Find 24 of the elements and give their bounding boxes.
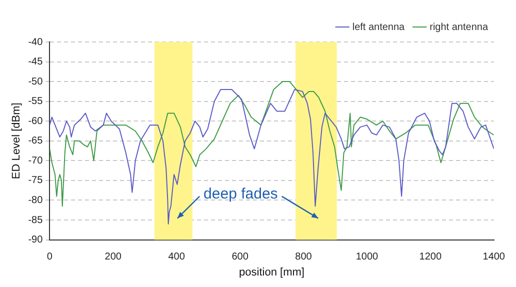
- y-tick-label: -60: [28, 116, 44, 127]
- y-tick-label: -70: [28, 155, 44, 166]
- x-tick-label: 0: [46, 252, 53, 263]
- x-axis-title: position [mm]: [239, 266, 304, 278]
- legend-label: left antenna: [352, 22, 406, 33]
- y-tick-label: -50: [28, 76, 44, 88]
- y-tick-label: -65: [28, 136, 44, 147]
- y-axis-title: ED Level [dBm]: [10, 102, 23, 180]
- x-tick-label: 600: [232, 252, 249, 263]
- y-tick-label: -55: [28, 96, 44, 108]
- x-tick-label: 200: [104, 252, 122, 263]
- y-tick-label: -40: [28, 36, 44, 48]
- y-tick-label: -75: [28, 175, 44, 186]
- x-tick-label: 1400: [482, 252, 506, 263]
- legend-label: right antenna: [430, 22, 488, 33]
- y-tick-label: -80: [28, 194, 44, 206]
- y-tick-label: -45: [28, 56, 44, 68]
- y-tick-label: -85: [28, 214, 44, 226]
- x-tick-label: 1200: [419, 252, 442, 263]
- x-tick-label: 1000: [356, 252, 379, 263]
- x-tick-label: 800: [295, 252, 312, 263]
- annotation: deep fades: [204, 185, 278, 202]
- y-tick-label: -90: [28, 234, 44, 246]
- x-tick-label: 400: [168, 252, 186, 263]
